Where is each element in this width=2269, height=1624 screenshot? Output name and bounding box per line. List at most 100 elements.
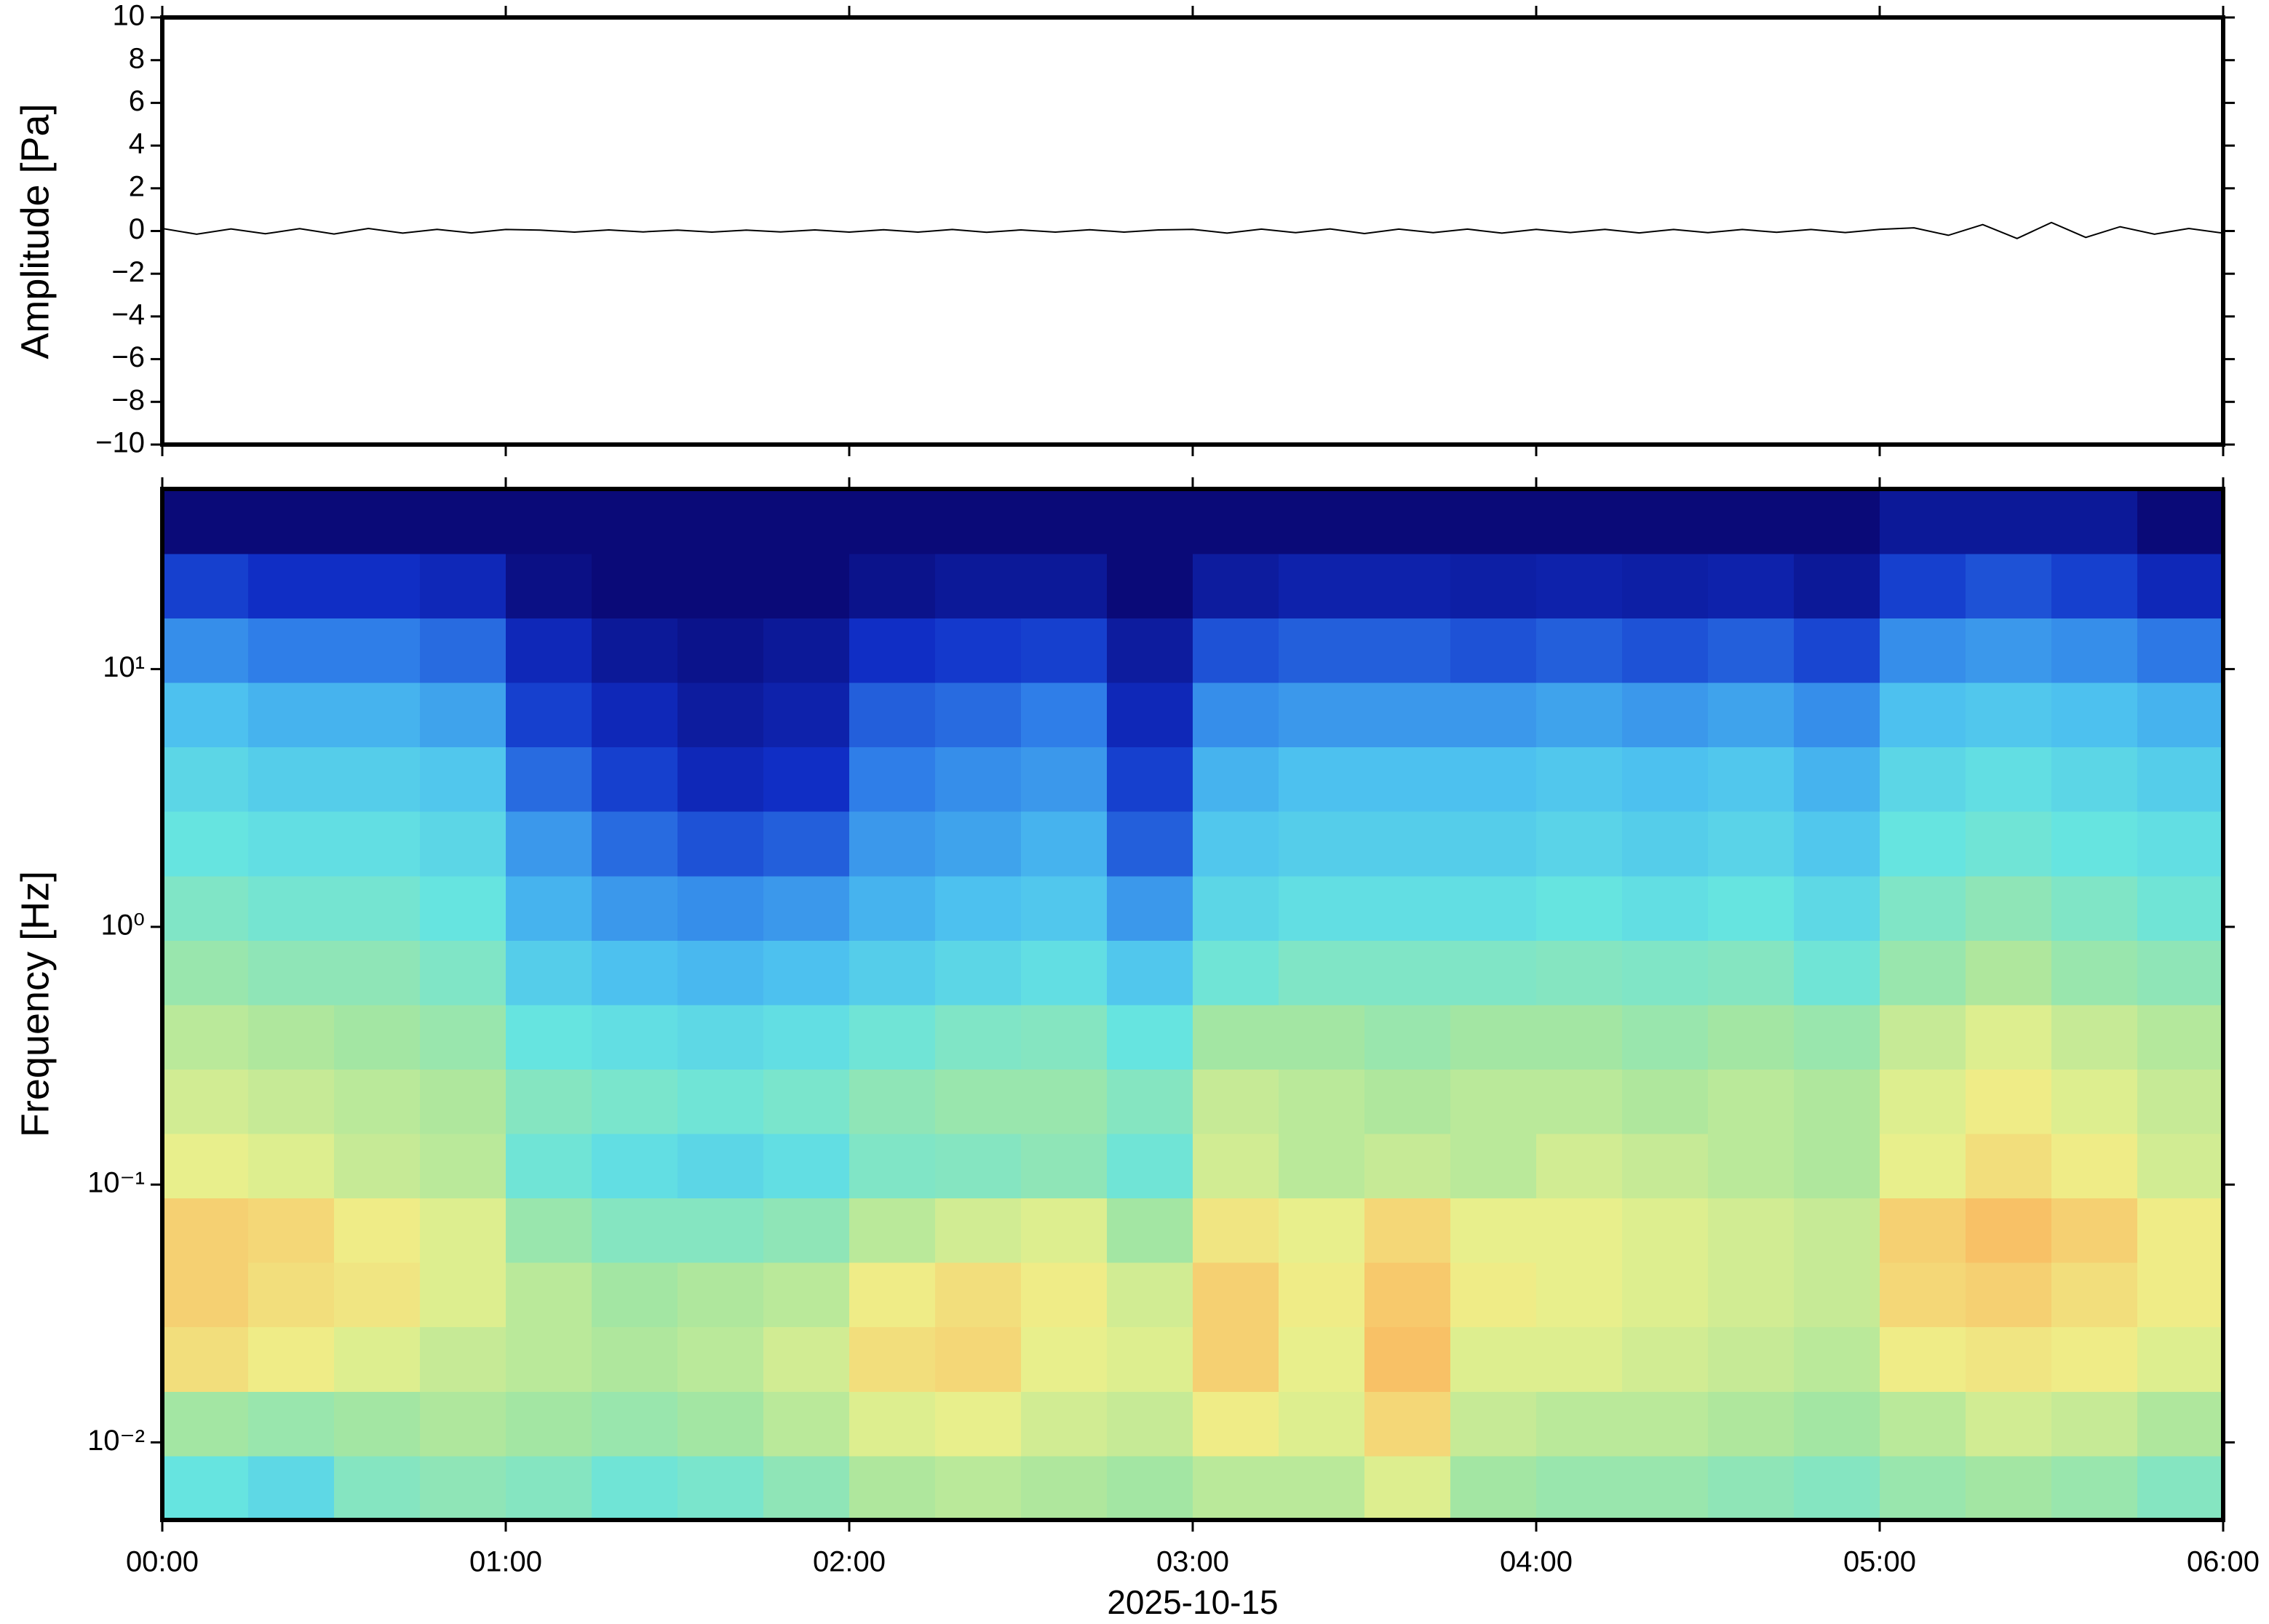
spectrogram-cell	[248, 939, 335, 1006]
spectrogram-cell	[1880, 553, 1966, 619]
spectrogram-cell	[2137, 1133, 2224, 1199]
spectrogram-cell	[1794, 1004, 1880, 1070]
spectrogram-cell	[1622, 1455, 1709, 1521]
spectrogram-cell	[1880, 875, 1966, 941]
x-axis-label: 2025-10-15	[1107, 1583, 1278, 1621]
spectrogram-cell	[334, 553, 421, 619]
spectrogram-cell	[1536, 1262, 1623, 1328]
spectrogram-cell	[2137, 1326, 2224, 1392]
spectrogram-cell	[334, 618, 421, 683]
spectrogram-cell	[1794, 939, 1880, 1006]
spectrogram-cell	[1193, 1004, 1279, 1070]
y-axis-label: Amplitude [Pa]	[13, 103, 57, 359]
spectrogram-cell	[1021, 1004, 1108, 1070]
spectrogram-cell	[935, 553, 1022, 619]
spectrogram-cell	[1966, 1262, 2052, 1328]
spectrogram-cell	[162, 1326, 249, 1392]
spectrogram-cell	[1450, 1004, 1537, 1070]
spectrogram-cell	[1364, 939, 1451, 1006]
spectrogram-cell	[1021, 1133, 1108, 1199]
spectrogram-cell	[849, 489, 936, 554]
spectrogram-cell	[2137, 1390, 2224, 1457]
spectrogram-cell	[1364, 747, 1451, 812]
spectrogram-cell	[1966, 489, 2052, 554]
spectrogram-cell	[420, 682, 506, 748]
spectrogram-cell	[1880, 682, 1966, 748]
spectrogram-cell	[592, 1326, 678, 1392]
spectrogram-cell	[2137, 811, 2224, 877]
spectrogram-cell	[1794, 1326, 1880, 1392]
spectrogram-cell	[1193, 1198, 1279, 1263]
spectrogram-cell	[1794, 875, 1880, 941]
y-tick-label: 8	[129, 42, 145, 74]
spectrogram-cell	[162, 747, 249, 812]
spectrogram-cell	[1880, 1326, 1966, 1392]
spectrogram-cell	[1107, 1133, 1193, 1199]
spectrogram-cell	[1364, 875, 1451, 941]
spectrogram-cell	[1966, 618, 2052, 683]
spectrogram-cell	[1364, 489, 1451, 554]
spectrogram-cell	[1622, 875, 1709, 941]
spectrogram-cell	[1794, 747, 1880, 812]
spectrogram-cell	[1794, 1455, 1880, 1521]
spectrogram-cell	[1193, 682, 1279, 748]
spectrogram-cell	[1966, 747, 2052, 812]
spectrogram-cell	[1193, 489, 1279, 554]
spectrogram-cell	[1279, 1390, 1365, 1457]
spectrogram-cell	[1622, 939, 1709, 1006]
spectrogram-cell	[506, 875, 592, 941]
spectrogram-cell	[420, 1004, 506, 1070]
spectrogram-cell	[2137, 1069, 2224, 1134]
spectrogram-cell	[1450, 553, 1537, 619]
spectrogram-cell	[162, 1198, 249, 1263]
spectrogram-cell	[2137, 939, 2224, 1006]
spectrogram-cell	[506, 811, 592, 877]
spectrogram-cell	[420, 1133, 506, 1199]
spectrogram-cell	[162, 1455, 249, 1521]
x-tick-label: 04:00	[1500, 1546, 1573, 1578]
spectrogram-cell	[1708, 1326, 1795, 1392]
spectrogram-cell	[162, 1004, 249, 1070]
y-tick-label: 4	[129, 128, 145, 160]
x-tick-label: 03:00	[1156, 1546, 1229, 1578]
spectrogram-cell	[1021, 1455, 1108, 1521]
spectrogram-cell	[1107, 811, 1193, 877]
spectrogram-cell	[506, 747, 592, 812]
spectrogram-cell	[2051, 682, 2138, 748]
spectrogram-cell	[248, 489, 335, 554]
spectrogram-cell	[162, 553, 249, 619]
y-tick-label: −8	[111, 384, 145, 416]
spectrogram-cell	[592, 811, 678, 877]
spectrogram-cell	[1966, 1069, 2052, 1134]
spectrogram-cell	[2051, 489, 2138, 554]
spectrogram-cell	[248, 1069, 335, 1134]
spectrogram-cell	[592, 939, 678, 1006]
spectrogram-cell	[334, 875, 421, 941]
spectrogram-cell	[1193, 811, 1279, 877]
spectrogram-cell	[1880, 1262, 1966, 1328]
spectrogram-cell	[1279, 811, 1365, 877]
spectrogram-cell	[2051, 747, 2138, 812]
spectrogram-cell	[1279, 939, 1365, 1006]
y-tick-label: 0	[129, 213, 145, 245]
spectrogram-cell	[592, 553, 678, 619]
spectrogram-cell	[763, 1455, 850, 1521]
spectrogram-cell	[162, 682, 249, 748]
spectrogram-cell	[2137, 1455, 2224, 1521]
spectrogram-cell	[1279, 618, 1365, 683]
spectrogram-cell	[1880, 1004, 1966, 1070]
spectrogram-cell	[2137, 1004, 2224, 1070]
spectrogram-cell	[1708, 811, 1795, 877]
spectrogram-cell	[1107, 1326, 1193, 1392]
spectrogram-cell	[1966, 1455, 2052, 1521]
x-tick-label: 05:00	[1843, 1546, 1916, 1578]
spectrogram-cell	[592, 747, 678, 812]
spectrogram-cell	[849, 1133, 936, 1199]
spectrogram-cell	[1450, 1390, 1537, 1457]
spectrogram-cell	[1279, 1133, 1365, 1199]
spectrogram-cell	[420, 1326, 506, 1392]
spectrogram-cell	[248, 1262, 335, 1328]
spectrogram-cell	[677, 939, 764, 1006]
spectrogram-cell	[1364, 553, 1451, 619]
